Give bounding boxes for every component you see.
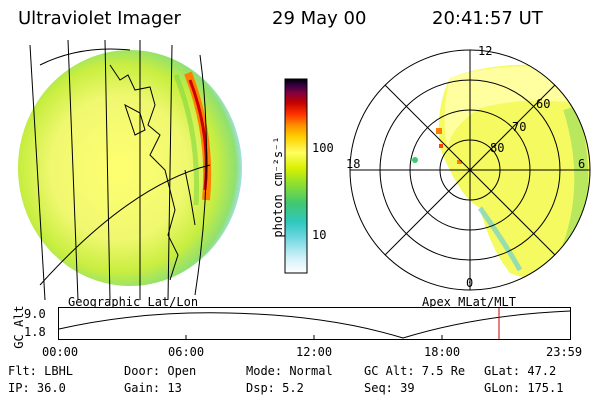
flt-info: Flt: LBHL (8, 364, 74, 378)
glat-info: GLat: 47.2 (484, 364, 557, 378)
mlt-label-12: 12 (478, 44, 493, 58)
seq-info: Seq: 39 (364, 381, 415, 395)
geographic-label: Geographic Lat/Lon (68, 295, 199, 309)
x-tick-2359: 23:59 (546, 345, 583, 359)
mlt-label-6: 6 (578, 157, 586, 171)
apex-label: Apex MLat/MLT (422, 295, 516, 309)
x-tick-1200: 12:00 (296, 345, 333, 359)
coastline (109, 64, 196, 281)
glon-info: GLon: 175.1 (484, 381, 564, 395)
geographic-image (18, 39, 242, 300)
altitude-timeline (58, 307, 571, 340)
mlt-label-18: 18 (346, 157, 361, 171)
time-label: 20:41:57 UT (432, 8, 543, 29)
auroral-emission-region (438, 64, 590, 277)
x-tick-1800: 18:00 (424, 345, 461, 359)
y-tick-bottom: 1.8 (24, 325, 46, 339)
mlat-label-60: 60 (536, 97, 551, 111)
altitude-curve (58, 310, 571, 339)
y-tick-top: 9.0 (24, 307, 46, 321)
mlat-label-80: 80 (490, 141, 505, 155)
date-label: 29 May 00 (272, 8, 367, 29)
lat-lon-grid (29, 39, 211, 300)
gc-alt-info: GC Alt: 7.5 Re (364, 364, 466, 378)
color-scale-bar (284, 78, 308, 274)
colorbar-tick-100: 100 (312, 141, 334, 155)
mlt-label-0: 0 (466, 276, 474, 290)
polar-mlat-mlt-plot (349, 49, 591, 291)
x-tick-0600: 06:00 (168, 345, 205, 359)
ip-info: IP: 36.0 (8, 381, 66, 395)
gain-info: Gain: 13 (124, 381, 182, 395)
instrument-title: Ultraviolet Imager (18, 8, 181, 29)
mlat-label-70: 70 (512, 120, 527, 134)
mode-info: Mode: Normal (246, 364, 333, 378)
dsp-info: Dsp: 5.2 (246, 381, 304, 395)
colorbar-tick-10: 10 (312, 228, 327, 242)
x-tick-0000: 00:00 (42, 345, 79, 359)
colorbar-unit-label: photon cm⁻²s⁻¹ (271, 136, 285, 238)
polar-grid (349, 49, 591, 291)
door-info: Door: Open (124, 364, 197, 378)
